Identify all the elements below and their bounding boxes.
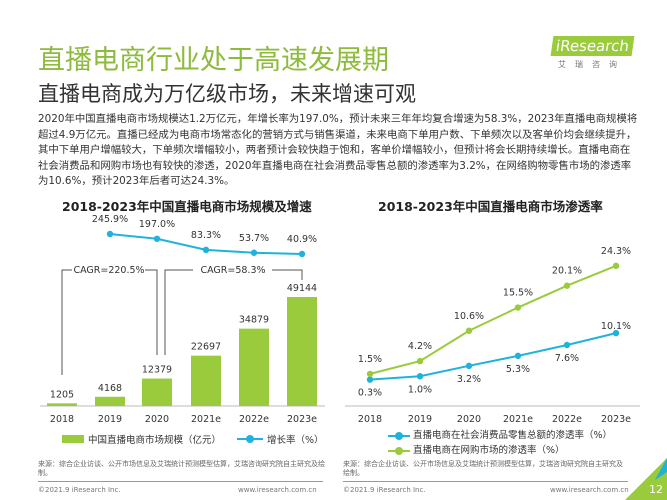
penetration-point <box>366 376 374 383</box>
cagr-label: CAGR=58.3% <box>200 265 265 276</box>
growth-point <box>298 250 306 258</box>
bar-label: 49144 <box>287 283 317 294</box>
penetration-label: 5.3% <box>506 364 530 375</box>
penetration-point <box>416 357 424 365</box>
copyright-right: ©2021.9 iResearch Inc. <box>343 486 426 494</box>
x-tick-label: 2023e <box>287 414 317 425</box>
source-note-right: 来源：综合企业访谈、公开市场信息及艾瑞统计预测模型估算，艾瑞咨询研究院自主研究及… <box>343 460 623 477</box>
bar-label: 22697 <box>191 342 221 353</box>
url-left: www.iresearch.com.cn <box>238 486 317 494</box>
growth-label: 53.7% <box>239 233 269 244</box>
legend-item-online: 直播电商在网购市场的渗透率（%） <box>388 443 612 458</box>
x-tick-label: 2022e <box>239 414 269 425</box>
cagr-bracket-2 <box>164 269 193 355</box>
penetration-label: 10.1% <box>601 321 631 332</box>
legend-bar-label: 中国直播电商市场规模（亿元） <box>88 435 222 446</box>
cagr-bracket-1 <box>61 269 72 375</box>
penetration-point <box>563 341 571 349</box>
penetration-label: 1.0% <box>408 384 432 395</box>
bar <box>287 297 317 406</box>
footer-divider-right <box>343 481 628 482</box>
x-tick-label: 2023e <box>601 414 631 425</box>
cagr-label: CAGR=220.5% <box>73 265 144 276</box>
bar <box>142 378 172 406</box>
bar <box>191 355 221 406</box>
penetration-point <box>612 262 620 270</box>
chart2-title: 2018-2023年中国直播电商市场渗透率 <box>378 199 603 214</box>
cagr-bracket-2 <box>272 269 303 280</box>
chart2-legend: 直播电商在社会消费品零售总额的渗透率（%） 直播电商在网购市场的渗透率（%） <box>388 428 612 458</box>
copyright-left: ©2021.9 iResearch Inc. <box>38 486 121 494</box>
bar-label: 1205 <box>50 389 74 400</box>
x-tick-label: 2020 <box>145 414 169 425</box>
growth-point <box>250 249 258 256</box>
iresearch-logo: iResearch 艾瑞咨询 <box>550 36 635 70</box>
penetration-label: 15.5% <box>503 288 533 299</box>
page-subtitle: 直播电商成为万亿级市场，未来增速可观 <box>38 82 416 106</box>
chart1-title: 2018-2023年中国直播电商市场规模及增速 <box>62 199 312 214</box>
url-right: www.iresearch.com.cn <box>550 486 629 494</box>
legend-bar-swatch <box>62 435 84 443</box>
page-title: 直播电商行业处于高速发展期 <box>38 45 389 76</box>
penetration-label: 0.3% <box>358 388 382 399</box>
legend-line-swatch <box>237 435 264 443</box>
corner-decoration <box>625 458 667 500</box>
growth-label: 197.0% <box>139 219 175 230</box>
x-tick-label: 2019 <box>98 414 122 425</box>
growth-label: 245.9% <box>92 214 128 225</box>
bar-label: 34879 <box>239 315 269 326</box>
bar-label: 4168 <box>98 383 122 394</box>
penetration-label: 4.2% <box>408 341 432 352</box>
x-tick-label: 2018 <box>358 414 382 425</box>
penetration-point <box>563 282 571 289</box>
growth-label: 83.3% <box>191 230 221 241</box>
bar <box>95 396 125 406</box>
x-tick-label: 2019 <box>408 414 432 425</box>
penetration-point <box>465 362 473 370</box>
growth-label: 40.9% <box>287 234 317 245</box>
penetration-label: 7.6% <box>555 353 579 364</box>
penetration-point <box>612 329 620 337</box>
penetration-label: 24.3% <box>601 246 631 257</box>
penetration-label: 20.1% <box>552 266 582 277</box>
legend-item-retail: 直播电商在社会消费品零售总额的渗透率（%） <box>388 428 612 443</box>
penetration-point <box>465 327 473 334</box>
penetration-label: 1.5% <box>358 354 382 365</box>
source-note-left: 来源：综合企业访谈、公开市场信息及艾瑞统计预测模型估算，艾瑞咨询研究院自主研究及… <box>38 460 325 477</box>
growth-point <box>153 235 161 242</box>
bar <box>239 328 269 406</box>
x-tick-label: 2020 <box>457 414 481 425</box>
logo-cn: 艾瑞咨询 <box>558 60 626 69</box>
bar <box>47 403 77 406</box>
growth-point <box>106 230 114 238</box>
cagr-bracket-1 <box>145 269 158 355</box>
penetration-label: 10.6% <box>454 311 484 322</box>
x-tick-label: 2018 <box>50 414 74 425</box>
penetration-line <box>369 332 617 381</box>
growth-point <box>202 246 210 254</box>
footer-divider-left <box>38 481 323 482</box>
chart1-legend: 中国直播电商市场规模（亿元） 增长率（%） <box>62 432 324 446</box>
penetration-point <box>366 370 374 378</box>
penetration-label: 3.2% <box>457 374 481 385</box>
penetration-line <box>369 264 617 375</box>
page-number: 12 <box>649 483 663 496</box>
penetration-point <box>514 352 522 360</box>
penetration-point <box>416 373 424 380</box>
x-tick-label: 2021e <box>191 414 221 425</box>
bar-label: 12379 <box>142 365 172 376</box>
body-text: 2020年中国直播电商市场规模达1.2万亿元，年增长率为197.0%，预计未来三… <box>38 113 638 187</box>
legend-line-label: 增长率（%） <box>267 435 324 446</box>
x-tick-label: 2022e <box>552 414 582 425</box>
penetration-point <box>514 304 522 311</box>
x-tick-label: 2021e <box>503 414 533 425</box>
